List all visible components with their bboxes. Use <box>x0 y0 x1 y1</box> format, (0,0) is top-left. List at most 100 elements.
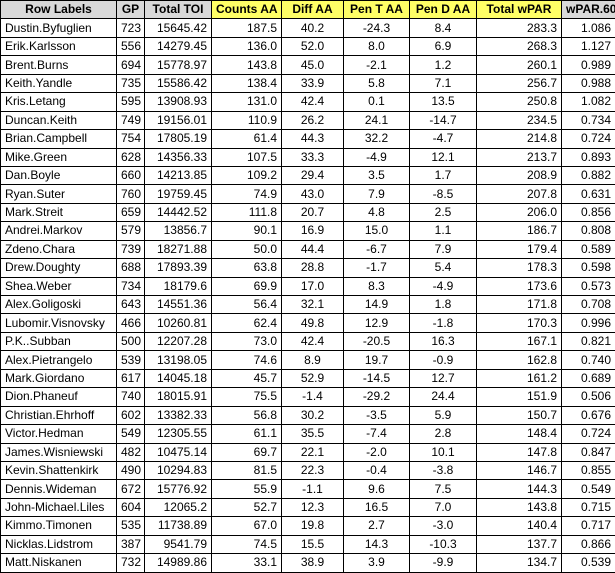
stat-cell: 0.589 <box>562 240 615 258</box>
stat-cell: 539 <box>117 351 145 369</box>
stat-cell: 38.9 <box>282 554 344 572</box>
stat-cell: 4.8 <box>344 203 410 221</box>
stat-cell: 749 <box>117 111 145 129</box>
stat-cell: 0.988 <box>562 74 615 92</box>
player-name: Keith.Yandle <box>1 74 117 92</box>
stat-cell: 22.1 <box>282 443 344 461</box>
stat-cell: -3.8 <box>410 461 477 479</box>
stat-cell: 44.4 <box>282 240 344 258</box>
stat-cell: 740 <box>117 388 145 406</box>
stat-cell: 14.9 <box>344 296 410 314</box>
stat-cell: -14.5 <box>344 369 410 387</box>
stat-cell: 63.8 <box>212 259 282 277</box>
stat-cell: 2.8 <box>410 425 477 443</box>
stat-cell: 44.3 <box>282 130 344 148</box>
player-name: Mark.Streit <box>1 203 117 221</box>
column-header: Pen D AA <box>410 1 477 19</box>
stat-cell: -3.0 <box>410 517 477 535</box>
stat-cell: 466 <box>117 314 145 332</box>
player-name: P.K..Subban <box>1 332 117 350</box>
stat-cell: 672 <box>117 480 145 498</box>
stat-cell: 0.689 <box>562 369 615 387</box>
stat-cell: 61.1 <box>212 425 282 443</box>
player-name: Kevin.Shattenkirk <box>1 461 117 479</box>
stat-cell: 67.0 <box>212 517 282 535</box>
stat-cell: 9.6 <box>344 480 410 498</box>
stat-cell: 143.8 <box>212 56 282 74</box>
stat-cell: 18179.6 <box>145 277 212 295</box>
stat-cell: 7.9 <box>410 240 477 258</box>
stat-cell: 73.0 <box>212 332 282 350</box>
stat-cell: 30.2 <box>282 406 344 424</box>
stat-cell: 15645.42 <box>145 19 212 37</box>
stat-cell: 208.9 <box>477 166 562 184</box>
stat-cell: 43.0 <box>282 185 344 203</box>
stat-cell: 8.0 <box>344 37 410 55</box>
player-name: Christian.Ehrhoff <box>1 406 117 424</box>
stat-cell: 1.082 <box>562 93 615 111</box>
stat-cell: 52.9 <box>282 369 344 387</box>
stat-cell: 12.3 <box>282 498 344 516</box>
stat-cell: 13382.33 <box>145 406 212 424</box>
stat-cell: 10475.14 <box>145 443 212 461</box>
stat-cell: 754 <box>117 130 145 148</box>
stat-cell: 579 <box>117 222 145 240</box>
stat-cell: 602 <box>117 406 145 424</box>
stat-cell: -4.9 <box>410 277 477 295</box>
stat-cell: 146.7 <box>477 461 562 479</box>
stat-cell: 10260.81 <box>145 314 212 332</box>
player-name: Shea.Weber <box>1 277 117 295</box>
column-header: Row Labels <box>1 1 117 19</box>
stat-cell: 6.9 <box>410 37 477 55</box>
stat-cell: -2.0 <box>344 443 410 461</box>
stat-cell: 0.740 <box>562 351 615 369</box>
stat-cell: 17805.19 <box>145 130 212 148</box>
stat-cell: 643 <box>117 296 145 314</box>
stat-cell: 1.127 <box>562 37 615 55</box>
stat-cell: 16.3 <box>410 332 477 350</box>
stat-cell: 74.6 <box>212 351 282 369</box>
stat-cell: 3.5 <box>344 166 410 184</box>
stat-cell: 2.7 <box>344 517 410 535</box>
stat-cell: 214.8 <box>477 130 562 148</box>
stat-cell: 260.1 <box>477 56 562 74</box>
stat-cell: 660 <box>117 166 145 184</box>
stat-cell: 12.7 <box>410 369 477 387</box>
column-header: Total TOI <box>145 1 212 19</box>
stat-cell: 69.9 <box>212 277 282 295</box>
stat-cell: 110.9 <box>212 111 282 129</box>
stat-cell: 19.8 <box>282 517 344 535</box>
stat-cell: 12.1 <box>410 148 477 166</box>
stat-cell: -8.5 <box>410 185 477 203</box>
stat-cell: -0.9 <box>410 351 477 369</box>
stat-cell: 14551.36 <box>145 296 212 314</box>
stat-cell: 5.9 <box>410 406 477 424</box>
stat-cell: 206.0 <box>477 203 562 221</box>
stat-cell: 147.8 <box>477 443 562 461</box>
stat-cell: 0.598 <box>562 259 615 277</box>
stat-cell: 490 <box>117 461 145 479</box>
stat-cell: 14279.45 <box>145 37 212 55</box>
stat-cell: 628 <box>117 148 145 166</box>
player-name: Ryan.Suter <box>1 185 117 203</box>
stat-cell: 42.4 <box>282 93 344 111</box>
stat-cell: 500 <box>117 332 145 350</box>
player-name: Dan.Boyle <box>1 166 117 184</box>
stat-cell: -10.3 <box>410 535 477 553</box>
stat-cell: -0.4 <box>344 461 410 479</box>
stat-cell: 0.724 <box>562 130 615 148</box>
stat-cell: 1.2 <box>410 56 477 74</box>
stat-cell: 0.855 <box>562 461 615 479</box>
stat-cell: 595 <box>117 93 145 111</box>
stat-cell: 22.3 <box>282 461 344 479</box>
stat-cell: 14989.86 <box>145 554 212 572</box>
